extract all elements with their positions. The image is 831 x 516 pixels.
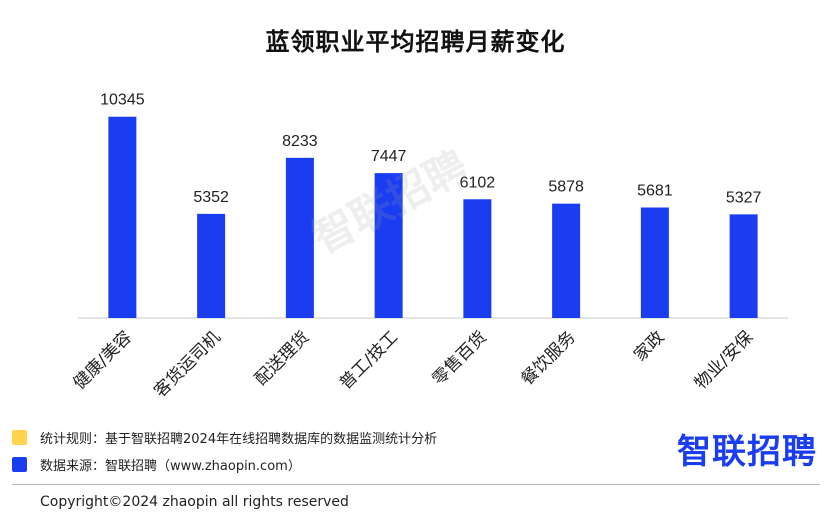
legend-rule: 统计规则：基于智联招聘2024年在线招聘数据库的数据监测统计分析 <box>12 428 437 447</box>
x-tick-label: 物业/安保 <box>691 327 757 393</box>
x-tick-label: 零售百货 <box>429 327 491 389</box>
legend-source-text: 数据来源：智联招聘（www.zhaopin.com） <box>40 459 301 474</box>
data-label: 8233 <box>282 133 318 150</box>
bar <box>729 214 758 318</box>
bar <box>640 207 669 318</box>
data-label: 10345 <box>100 92 145 109</box>
data-label: 5327 <box>726 189 762 206</box>
bar-chart: 10345 健康/美容 5352 客货运司机 8233 配送理货 7447 普工/技工 6102… <box>70 92 788 402</box>
x-tick-label: 客货运司机 <box>150 327 224 401</box>
x-tick-label: 餐饮服务 <box>517 327 579 389</box>
bar <box>285 157 314 318</box>
data-label: 7447 <box>371 148 407 165</box>
footer-divider <box>12 484 820 485</box>
x-tick-label: 配送理货 <box>251 327 313 389</box>
copyright-text: Copyright©2024 zhaopin all rights reserv… <box>40 494 349 510</box>
brand-logo: 智联招聘 <box>677 432 817 472</box>
chart-title: 蓝领职业平均招聘月薪变化 <box>265 28 566 56</box>
bar <box>552 203 581 318</box>
legend-rule-swatch <box>12 430 27 445</box>
legend-source-swatch <box>12 457 27 472</box>
data-label: 6102 <box>460 174 496 191</box>
bar <box>463 199 492 318</box>
data-label: 5352 <box>193 189 229 206</box>
bar <box>197 213 226 318</box>
x-tick-label: 健康/美容 <box>70 327 136 393</box>
bar <box>374 173 403 318</box>
x-tick-label: 普工/技工 <box>336 327 402 393</box>
bar <box>108 116 137 318</box>
data-label: 5681 <box>637 182 673 199</box>
legend-source: 数据来源：智联招聘（www.zhaopin.com） <box>12 455 301 474</box>
legend-rule-text: 统计规则：基于智联招聘2024年在线招聘数据库的数据监测统计分析 <box>40 432 438 447</box>
x-tick-label: 家政 <box>630 327 668 365</box>
data-label: 5878 <box>548 179 584 196</box>
